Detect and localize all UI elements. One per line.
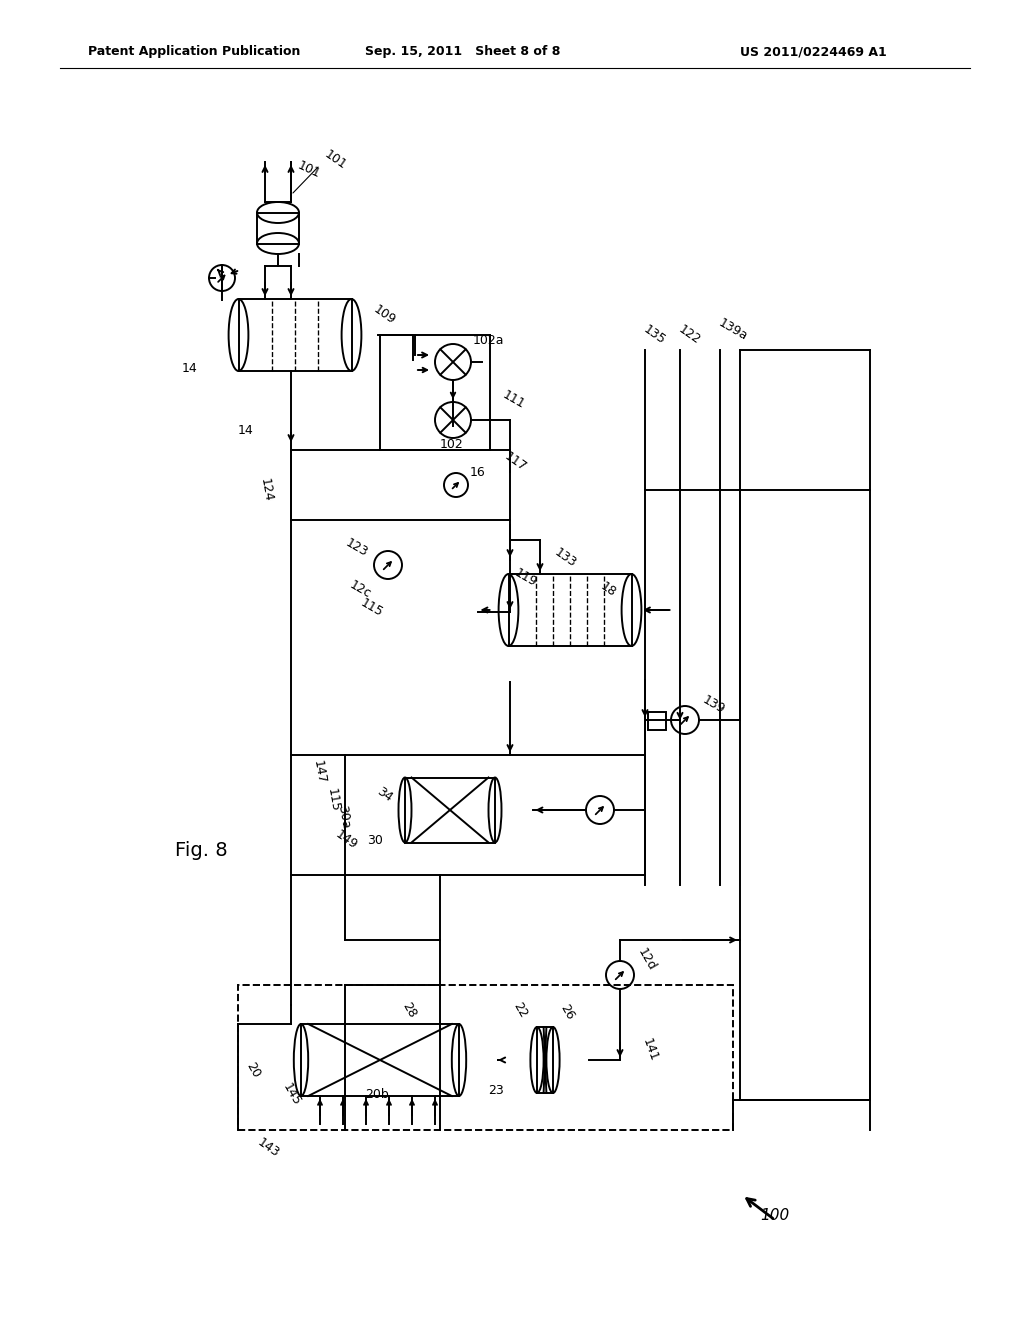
Text: Patent Application Publication: Patent Application Publication <box>88 45 300 58</box>
Text: 145: 145 <box>280 1081 303 1109</box>
Text: 124: 124 <box>258 478 275 503</box>
Text: 143: 143 <box>255 1137 282 1160</box>
Bar <box>537 1027 553 1093</box>
Text: 135: 135 <box>641 323 668 347</box>
Text: 101: 101 <box>322 148 349 172</box>
Bar <box>239 300 351 371</box>
Text: 133: 133 <box>552 546 579 570</box>
Text: 16: 16 <box>470 466 485 479</box>
Bar <box>238 985 733 1130</box>
Text: US 2011/0224469 A1: US 2011/0224469 A1 <box>740 45 887 58</box>
Bar <box>648 711 666 730</box>
Text: 20: 20 <box>244 1060 263 1080</box>
Text: 12d: 12d <box>635 946 658 974</box>
Text: 149: 149 <box>333 828 360 853</box>
Bar <box>301 1024 459 1096</box>
Text: 101: 101 <box>295 160 322 181</box>
Text: 102: 102 <box>440 438 464 451</box>
Text: 20b: 20b <box>365 1089 389 1101</box>
Text: 12c: 12c <box>347 578 373 602</box>
Text: 14: 14 <box>181 362 197 375</box>
Bar <box>509 574 632 645</box>
Text: 30: 30 <box>368 833 383 846</box>
Text: 23: 23 <box>488 1084 504 1097</box>
Bar <box>257 213 299 243</box>
Text: Sep. 15, 2011   Sheet 8 of 8: Sep. 15, 2011 Sheet 8 of 8 <box>365 45 560 58</box>
Text: Fig. 8: Fig. 8 <box>175 841 227 859</box>
Text: 139: 139 <box>700 693 727 717</box>
Text: 119: 119 <box>512 566 539 590</box>
Text: 26: 26 <box>558 1002 578 1022</box>
Text: 109: 109 <box>371 302 398 327</box>
Text: 14: 14 <box>238 424 253 437</box>
Text: 123: 123 <box>343 536 370 560</box>
Text: 139a: 139a <box>716 317 750 343</box>
Text: 115: 115 <box>358 597 385 619</box>
Text: 122: 122 <box>676 323 702 347</box>
Text: 115: 115 <box>325 787 342 813</box>
Text: 100: 100 <box>760 1208 790 1222</box>
Text: 141: 141 <box>640 1036 660 1064</box>
Bar <box>406 777 495 842</box>
Text: 117: 117 <box>502 450 529 474</box>
Text: 147: 147 <box>311 759 328 785</box>
Text: 102a: 102a <box>473 334 505 346</box>
Text: 18: 18 <box>598 579 618 599</box>
Text: 22: 22 <box>511 1001 530 1020</box>
Text: 30a: 30a <box>335 804 352 830</box>
Text: 111: 111 <box>500 388 527 412</box>
Text: 34: 34 <box>375 785 395 805</box>
Text: 28: 28 <box>400 999 419 1020</box>
